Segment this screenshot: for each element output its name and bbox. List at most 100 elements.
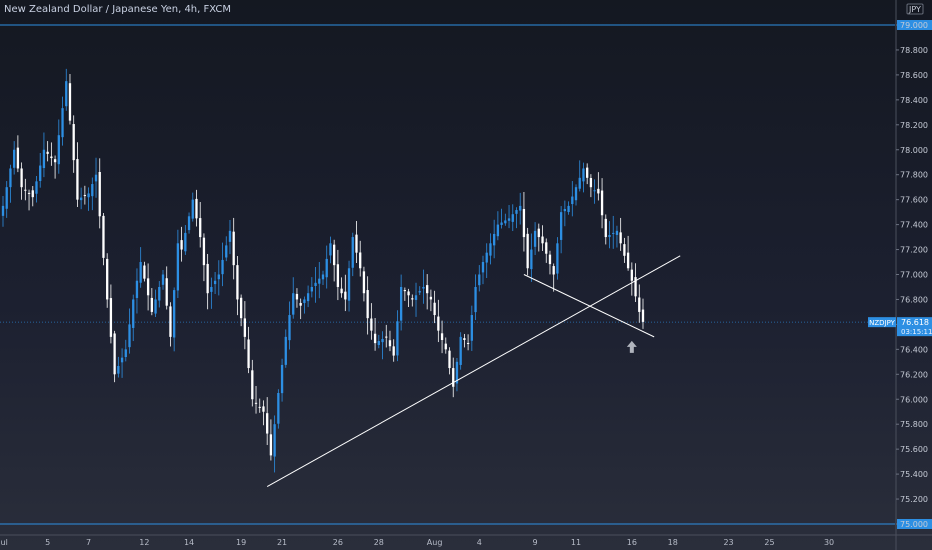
y-tick-label: 76.200 [900, 370, 928, 379]
candle-body [288, 315, 291, 341]
candle [388, 330, 392, 352]
candle [120, 348, 124, 378]
candle-body [16, 147, 20, 169]
candle-body [76, 159, 79, 200]
candle [329, 236, 332, 264]
candle [65, 68, 68, 111]
x-tick-label: 14 [184, 538, 194, 547]
candle [340, 277, 343, 298]
candle-body [53, 159, 57, 163]
candle [619, 217, 622, 251]
horizontal-levels [0, 24, 895, 525]
candle-body [422, 286, 425, 289]
x-tick-label: 21 [277, 538, 287, 547]
candle-body [511, 214, 514, 222]
candle [135, 268, 139, 314]
candle [519, 192, 522, 225]
candle [284, 329, 287, 368]
candle-body [533, 230, 537, 247]
candle [586, 163, 589, 185]
candle-body [567, 205, 570, 213]
x-tick-label: 25 [764, 538, 774, 547]
candle [626, 235, 630, 271]
candle-body [615, 230, 619, 235]
candle-body [500, 222, 503, 225]
candle-body [180, 240, 183, 250]
candle-body [228, 230, 232, 242]
candle [42, 132, 46, 178]
candle-body [340, 288, 343, 294]
candle [604, 214, 607, 245]
candle-body [347, 268, 351, 301]
symbol-tag [868, 317, 896, 328]
x-tick-label: 18 [668, 538, 678, 547]
candle-body [418, 291, 421, 293]
candle-body [496, 224, 500, 237]
candle-body [399, 286, 403, 321]
candle [478, 265, 481, 292]
candle-body [329, 243, 332, 256]
candle [236, 255, 239, 316]
candle-body [213, 280, 217, 285]
y-tick-label: 75.600 [900, 445, 928, 454]
x-tick-label: 28 [374, 538, 384, 547]
candle-body [210, 286, 213, 292]
candle [53, 155, 57, 179]
candle-body [414, 295, 418, 300]
x-tick-label: Jul [0, 538, 8, 547]
y-tick-label: 77.000 [900, 271, 928, 280]
candle-body [593, 190, 596, 192]
candle [426, 274, 429, 310]
candle-body [27, 192, 31, 194]
candle [541, 225, 544, 251]
candle-body [35, 181, 38, 194]
candle-body [13, 149, 16, 168]
candle [578, 160, 581, 192]
candle-body [574, 187, 578, 201]
candle [165, 266, 168, 310]
candle-body [493, 233, 496, 246]
candle [213, 272, 217, 295]
candle [500, 208, 503, 229]
candle-body [563, 209, 567, 212]
candle [333, 239, 336, 282]
x-tick-label: 23 [723, 538, 733, 547]
candle [98, 158, 101, 229]
candle [507, 205, 511, 229]
candle-body [582, 168, 585, 182]
candle [143, 261, 146, 282]
candle-body [31, 190, 34, 198]
candle [347, 260, 351, 312]
candle [452, 357, 455, 398]
candle [254, 385, 258, 414]
candle-body [452, 368, 455, 387]
candle-body [146, 278, 150, 296]
candle [359, 240, 362, 277]
candle [466, 334, 470, 351]
candle [191, 192, 194, 222]
candle-body [292, 293, 295, 315]
candle [295, 288, 299, 308]
candle [39, 152, 42, 188]
candle [273, 415, 276, 473]
candle [496, 211, 500, 241]
candle-body [466, 342, 470, 344]
y-tick-label: 78.800 [900, 46, 928, 55]
candle-body [489, 243, 492, 256]
candle [433, 290, 436, 324]
candle [396, 310, 399, 362]
candle [474, 274, 477, 320]
x-tick-label: 16 [627, 538, 637, 547]
candle [306, 285, 310, 308]
candle [481, 255, 485, 285]
candle [463, 333, 466, 348]
candle-body [120, 357, 124, 363]
candle-body [143, 265, 146, 279]
candle [623, 237, 626, 263]
candle [615, 225, 619, 248]
candle [20, 162, 23, 200]
candle-body [165, 278, 168, 306]
candle-body [83, 195, 87, 197]
